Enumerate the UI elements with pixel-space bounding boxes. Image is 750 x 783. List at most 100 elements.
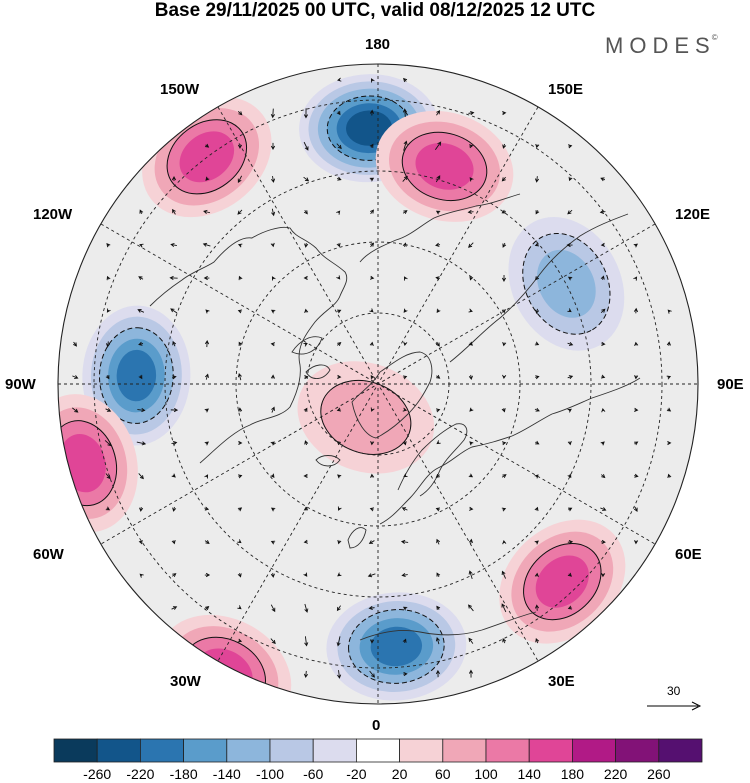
wind-arrow (370, 242, 375, 248)
wind-arrow (402, 407, 408, 412)
wind-arrow (600, 474, 606, 479)
wind-arrow (205, 606, 210, 611)
wind-arrow (599, 209, 606, 214)
wind-arrow (468, 374, 473, 381)
anomaly-isoline (522, 232, 611, 335)
wind-arrow (567, 572, 572, 577)
anomaly-isoline (58, 159, 78, 249)
wind-arrow (633, 243, 638, 248)
wind-arrow (172, 208, 176, 215)
coastlines (149, 193, 641, 641)
wind-arrow (601, 573, 606, 578)
lon-label-150w: 150W (160, 81, 200, 98)
coast-asia (449, 213, 629, 363)
wind-arrow (204, 373, 209, 380)
wind-arrow (169, 275, 178, 281)
wind-arrow (534, 540, 539, 545)
brand-mark: © (711, 33, 718, 42)
wind-arrow (567, 144, 573, 149)
wind-arrow (270, 540, 276, 545)
wind-arrow (337, 474, 342, 479)
wind-arrow (138, 540, 144, 545)
colorbar-tick-label: -140 (212, 766, 241, 782)
wind-arrow (138, 276, 144, 281)
wind-arrow (205, 309, 210, 314)
wind-arrow (171, 473, 176, 478)
wind-arrow (501, 441, 507, 446)
wind-arrow (534, 407, 540, 412)
wind-arrow (534, 604, 540, 611)
wind-arrow (666, 407, 672, 412)
anomaly-contour (58, 159, 78, 248)
wind-arrow (402, 638, 407, 643)
anomaly-high-arctic (297, 361, 435, 474)
wind-arrow (567, 605, 573, 610)
wind-arrow (600, 374, 606, 379)
wind-arrow (436, 110, 441, 116)
wind-arrow (336, 210, 341, 215)
wind-arrow (402, 375, 408, 380)
graticule (58, 64, 698, 704)
wind-arrow (237, 638, 243, 643)
wind-arrow (600, 308, 606, 314)
wind-arrow (469, 407, 474, 412)
wind-arrow (237, 243, 243, 248)
wind-arrow (370, 374, 375, 380)
wind-arrow (204, 540, 210, 544)
wind-arrow (237, 175, 243, 184)
wind-arrow (370, 209, 375, 215)
wind-arrow (203, 275, 210, 281)
wind-arrow (501, 507, 507, 512)
wind-arrow (139, 506, 144, 512)
wind-arrow (270, 374, 275, 379)
wind-arrow (171, 441, 178, 446)
colorbar-tick-label: 140 (517, 766, 541, 782)
wind-arrow (336, 407, 342, 412)
wind-arrow (534, 242, 540, 247)
wind-arrow (237, 110, 243, 116)
wind-arrow (370, 407, 375, 412)
wind-arrow (337, 572, 342, 577)
wind-arrow (402, 606, 408, 611)
anomaly-isoline (58, 420, 118, 507)
wind-arrow (534, 341, 540, 346)
wind-arrow (436, 374, 441, 379)
anomaly-contour (320, 380, 411, 455)
wind-arrow (203, 209, 211, 214)
colorbar-tick-label: 20 (391, 766, 408, 782)
wind-arrow (304, 603, 309, 613)
wind-arrow (436, 440, 441, 445)
wind-arrow (435, 669, 441, 678)
wind-arrow (369, 308, 374, 313)
wind-arrow (535, 143, 540, 149)
wind-arrow (238, 474, 243, 479)
wind-arrow (502, 637, 507, 644)
wind-arrow (567, 473, 572, 479)
wind-arrow (469, 506, 474, 511)
colorbar-tick-label: 60 (435, 766, 451, 782)
colorbar-segment (572, 738, 617, 763)
wind-arrow (468, 308, 473, 313)
wind-arrow (270, 638, 276, 645)
wind-arrow (369, 275, 375, 280)
wind-arrow (271, 406, 275, 413)
wind-arrow (534, 474, 539, 479)
wind-arrow (270, 108, 275, 119)
wind-arrow (271, 276, 276, 281)
reference-vector-label: 30 (667, 684, 681, 698)
coast-greenland (351, 351, 433, 439)
wind-arrow (436, 308, 441, 314)
colorbar-segment (399, 738, 444, 763)
wind-arrow (369, 507, 375, 512)
colorbar-tick-label: -180 (169, 766, 198, 782)
wind-arrow (205, 176, 210, 181)
wind-arrow (600, 177, 606, 182)
wind-arrow (105, 375, 110, 380)
wind-arrow (634, 341, 639, 347)
wind-arrow (136, 441, 147, 446)
wind-arrow (270, 142, 276, 151)
wind-arrow (501, 176, 506, 182)
wind-arrow (468, 242, 474, 248)
wind-arrow (204, 474, 209, 479)
wind-arrow (634, 407, 639, 412)
